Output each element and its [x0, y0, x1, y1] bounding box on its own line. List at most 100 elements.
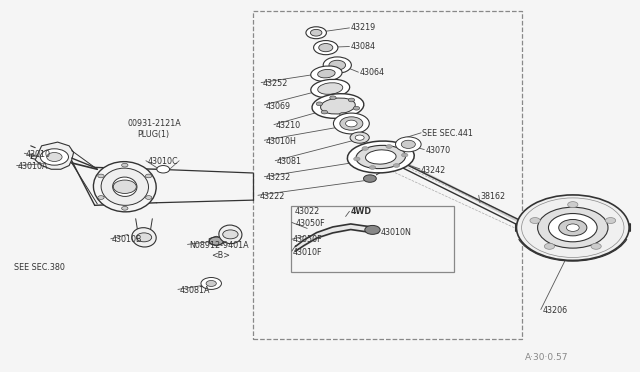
Text: <B>: <B> [211, 251, 230, 260]
Circle shape [396, 137, 421, 152]
Circle shape [113, 180, 136, 193]
Circle shape [605, 218, 616, 224]
Circle shape [346, 120, 357, 127]
Ellipse shape [132, 228, 156, 247]
Circle shape [516, 195, 629, 260]
Ellipse shape [356, 145, 406, 169]
Circle shape [306, 27, 326, 39]
Text: 43010C: 43010C [147, 157, 178, 166]
Ellipse shape [317, 83, 343, 94]
Circle shape [568, 202, 578, 208]
Text: 43222: 43222 [259, 192, 285, 201]
Text: 43084: 43084 [351, 42, 376, 51]
Text: SEE SEC.380: SEE SEC.380 [14, 263, 65, 272]
Circle shape [340, 112, 346, 116]
Ellipse shape [311, 79, 349, 98]
Text: 43242: 43242 [421, 166, 446, 174]
Polygon shape [35, 142, 74, 169]
Circle shape [206, 280, 216, 286]
Bar [253, 11, 522, 339]
Ellipse shape [321, 98, 355, 114]
Text: 43022: 43022 [294, 207, 319, 216]
Circle shape [355, 135, 364, 140]
Text: 43050F: 43050F [296, 219, 325, 228]
Circle shape [401, 153, 408, 157]
Text: 43252: 43252 [262, 79, 288, 88]
Circle shape [98, 174, 104, 178]
Circle shape [401, 140, 415, 148]
Text: 43010H: 43010H [266, 137, 296, 146]
Circle shape [548, 214, 597, 242]
Circle shape [365, 225, 380, 234]
Circle shape [136, 233, 152, 242]
Circle shape [364, 175, 376, 182]
Text: 43232: 43232 [266, 173, 291, 182]
Text: PLUG(1): PLUG(1) [138, 130, 170, 139]
Circle shape [369, 166, 376, 169]
Ellipse shape [93, 162, 156, 212]
Circle shape [223, 230, 238, 239]
Text: 43010F: 43010F [293, 248, 323, 257]
Circle shape [40, 149, 68, 165]
Circle shape [98, 196, 104, 199]
Ellipse shape [348, 141, 414, 173]
Ellipse shape [365, 150, 396, 164]
Circle shape [538, 207, 608, 248]
Text: SEE SEC.441: SEE SEC.441 [422, 129, 473, 138]
Circle shape [530, 218, 540, 224]
Circle shape [321, 110, 328, 114]
Text: 43081A: 43081A [179, 286, 210, 295]
Text: 00931-2121A: 00931-2121A [128, 119, 182, 128]
Circle shape [201, 278, 221, 289]
Ellipse shape [113, 177, 137, 196]
Text: 4WD: 4WD [351, 207, 372, 216]
Ellipse shape [317, 70, 335, 78]
Text: 43010B: 43010B [112, 235, 143, 244]
Circle shape [333, 113, 369, 134]
Circle shape [122, 163, 128, 167]
Circle shape [209, 237, 223, 245]
Text: 43206: 43206 [543, 306, 568, 315]
Circle shape [566, 224, 579, 231]
Text: 43210: 43210 [275, 121, 300, 130]
Circle shape [329, 60, 346, 70]
Circle shape [362, 147, 369, 150]
Circle shape [545, 243, 555, 249]
Circle shape [316, 102, 323, 106]
Circle shape [319, 44, 333, 52]
Ellipse shape [101, 168, 148, 205]
Circle shape [350, 132, 369, 143]
Circle shape [348, 98, 355, 102]
Text: 43010: 43010 [26, 150, 51, 159]
Text: N08912-9401A: N08912-9401A [189, 241, 248, 250]
Text: 43219: 43219 [351, 23, 376, 32]
Circle shape [310, 29, 322, 36]
Bar [291, 206, 454, 272]
Text: 43050F: 43050F [293, 235, 323, 244]
Circle shape [559, 219, 587, 236]
Circle shape [591, 243, 601, 249]
Circle shape [353, 106, 360, 110]
Ellipse shape [311, 66, 342, 81]
Text: 43064: 43064 [360, 68, 385, 77]
Circle shape [314, 41, 338, 55]
Circle shape [393, 164, 399, 167]
Circle shape [323, 57, 351, 73]
Circle shape [145, 196, 152, 199]
Text: 43069: 43069 [266, 102, 291, 110]
Text: 43010A: 43010A [18, 162, 49, 171]
Text: 38162: 38162 [480, 192, 505, 201]
Circle shape [122, 206, 128, 210]
Ellipse shape [219, 225, 242, 244]
Circle shape [145, 174, 152, 178]
Text: 43081: 43081 [276, 157, 301, 166]
Circle shape [386, 145, 392, 148]
Circle shape [354, 157, 360, 161]
Text: 43010N: 43010N [381, 228, 412, 237]
Ellipse shape [312, 94, 364, 118]
Circle shape [47, 153, 62, 161]
Circle shape [157, 166, 170, 173]
Text: A·30·0.57: A·30·0.57 [525, 353, 568, 362]
Circle shape [330, 96, 336, 100]
Text: 43070: 43070 [426, 146, 451, 155]
